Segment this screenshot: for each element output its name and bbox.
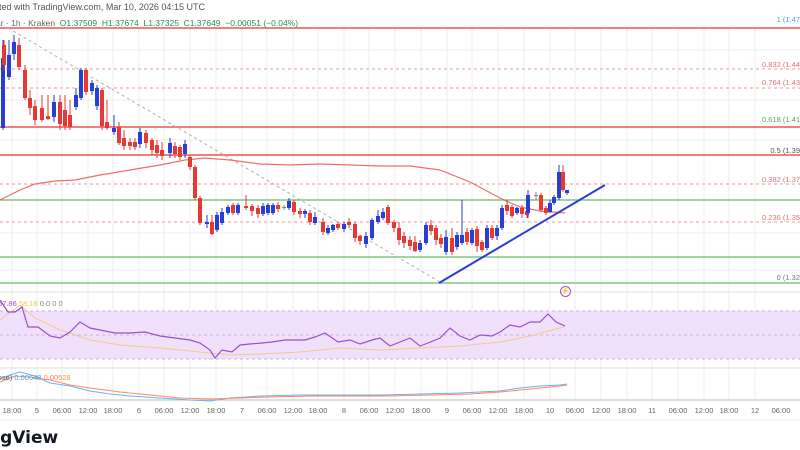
time-tick: 18:00	[206, 406, 226, 415]
macd-legend: lose) 0.00648 0.00528	[0, 373, 71, 382]
rsi-zero-values: 0 0 0 0	[39, 299, 63, 308]
time-tick: 06:00	[257, 406, 277, 415]
time-tick: 18:00	[411, 406, 431, 415]
time-tick: 12:00	[283, 406, 303, 415]
time-tick: 6	[136, 406, 142, 415]
fib-label-0382: 0.382 (1.37	[762, 175, 800, 184]
time-tick: 06:00	[771, 406, 791, 415]
time-tick: 06:00	[462, 406, 482, 415]
time-tick: 7	[239, 406, 245, 415]
rsi-value: 57.86	[0, 299, 17, 308]
rsi-legend: 57.86 58.16 0 0 0 0	[0, 299, 63, 308]
replay-icon[interactable]: ⚡	[560, 286, 571, 297]
tradingview-logo: ngView	[0, 428, 59, 448]
bullish-trendline	[438, 184, 606, 284]
time-tick: 12:00	[385, 406, 405, 415]
support-lines	[0, 199, 800, 284]
time-tick: 06:00	[154, 406, 174, 415]
fib-label-0: 0 (1.32	[776, 273, 800, 282]
time-tick: 06:00	[52, 406, 72, 415]
fib-label-05: 0.5 (1.39	[770, 146, 800, 155]
chart-caption: ated with TradingView.com, Mar 10, 2026 …	[0, 2, 205, 12]
macd-value: 0.00648	[14, 373, 42, 382]
ohlc-open: O1.37509	[59, 18, 98, 28]
time-tick: 12	[750, 406, 760, 415]
time-tick: 12:00	[488, 406, 508, 415]
ohlc-high: H1.37674	[101, 18, 139, 28]
time-tick: 12:00	[78, 406, 98, 415]
time-tick: 18:00	[617, 406, 637, 415]
time-tick: 12:00	[591, 406, 611, 415]
time-tick: 12:00	[180, 406, 200, 415]
fib-label-0832: 0.832 (1.44	[762, 60, 800, 69]
time-tick: 18:00	[103, 406, 123, 415]
time-tick: 5	[34, 406, 40, 415]
rsi-ma-value: 58.16	[18, 299, 38, 308]
fib-label-0236: 0.236 (1.35	[762, 213, 800, 222]
time-tick: 18:00	[514, 406, 534, 415]
time-tick: 06:00	[359, 406, 379, 415]
time-tick: 10	[545, 406, 555, 415]
macd-line	[0, 371, 568, 402]
macd-signal-line	[0, 375, 568, 400]
symbol-ohlc-bar: ar · 1h · Kraken O1.37509 H1.37674 L1.37…	[0, 18, 298, 28]
macd-signal-value: 0.00528	[43, 373, 71, 382]
time-tick: 18:00	[308, 406, 328, 415]
ohlc-low: L1.37325	[143, 18, 179, 28]
fib-label-0618: 0.618 (1.41	[762, 115, 800, 124]
time-tick: 8	[341, 406, 347, 415]
macd-source: lose)	[0, 373, 13, 382]
fib-lines	[0, 27, 800, 223]
ohlc-change: −0.00051 (−0.04%)	[225, 18, 299, 28]
time-tick: 18:00	[2, 406, 22, 415]
time-tick: 06:00	[668, 406, 688, 415]
fib-label-1: 1 (1.47	[776, 15, 800, 24]
rsi-line	[0, 299, 566, 360]
ohlc-close: C1.37649	[183, 18, 221, 28]
time-tick: 06:00	[565, 406, 585, 415]
symbol-info: ar · 1h · Kraken	[0, 18, 56, 28]
fib-label-0764: 0.764 (1.43	[762, 78, 800, 87]
time-tick: 18:00	[719, 406, 739, 415]
time-tick: 11	[648, 406, 656, 415]
rsi-ma-line	[0, 304, 566, 356]
time-tick: 12:00	[694, 406, 714, 415]
candles	[1, 35, 569, 255]
time-tick: 9	[444, 406, 450, 415]
sma-line	[0, 157, 566, 214]
